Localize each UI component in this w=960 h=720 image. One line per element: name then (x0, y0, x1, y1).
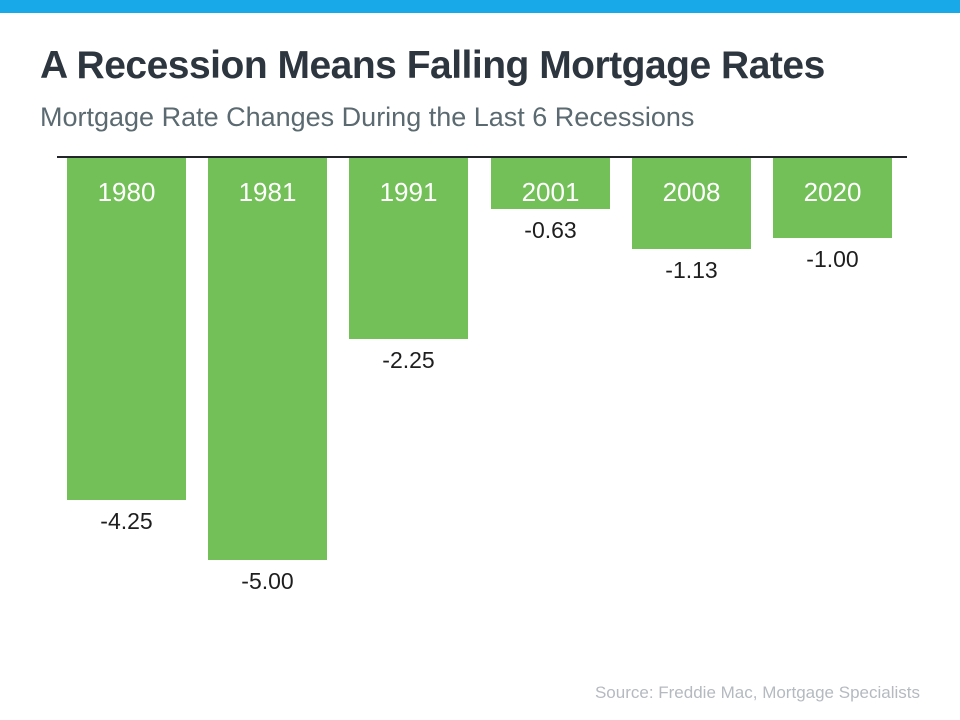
bar-1981: 1981 (208, 158, 327, 560)
page-subtitle: Mortgage Rate Changes During the Last 6 … (40, 102, 695, 132)
bar-value-label: -1.00 (806, 246, 859, 272)
bar-year-label: 1991 (379, 177, 438, 207)
chart-baseline (57, 156, 907, 158)
bar-value-label: -4.25 (100, 508, 153, 534)
source-credit: Source: Freddie Mac, Mortgage Specialist… (594, 683, 920, 702)
bar-year-label: 2008 (662, 177, 721, 207)
bar-1991: 1991 (349, 158, 468, 339)
bar-year-label: 1981 (238, 177, 297, 207)
bar-2020: 2020 (773, 158, 892, 238)
page-title: A Recession Means Falling Mortgage Rates (40, 44, 825, 87)
bar-2001: 2001 (491, 158, 610, 209)
bar-2008: 2008 (632, 158, 751, 249)
bar-value-label: -5.00 (241, 568, 294, 594)
bar-value-label: -0.63 (524, 217, 577, 243)
bar-value-label: -1.13 (665, 257, 718, 283)
top-accent-bar (0, 0, 960, 13)
bar-year-label: 2020 (803, 177, 862, 207)
bar-value-label: -2.25 (382, 347, 435, 373)
bar-year-label: 1980 (97, 177, 156, 207)
bar-year-label: 2001 (521, 177, 580, 207)
bar-1980: 1980 (67, 158, 186, 500)
